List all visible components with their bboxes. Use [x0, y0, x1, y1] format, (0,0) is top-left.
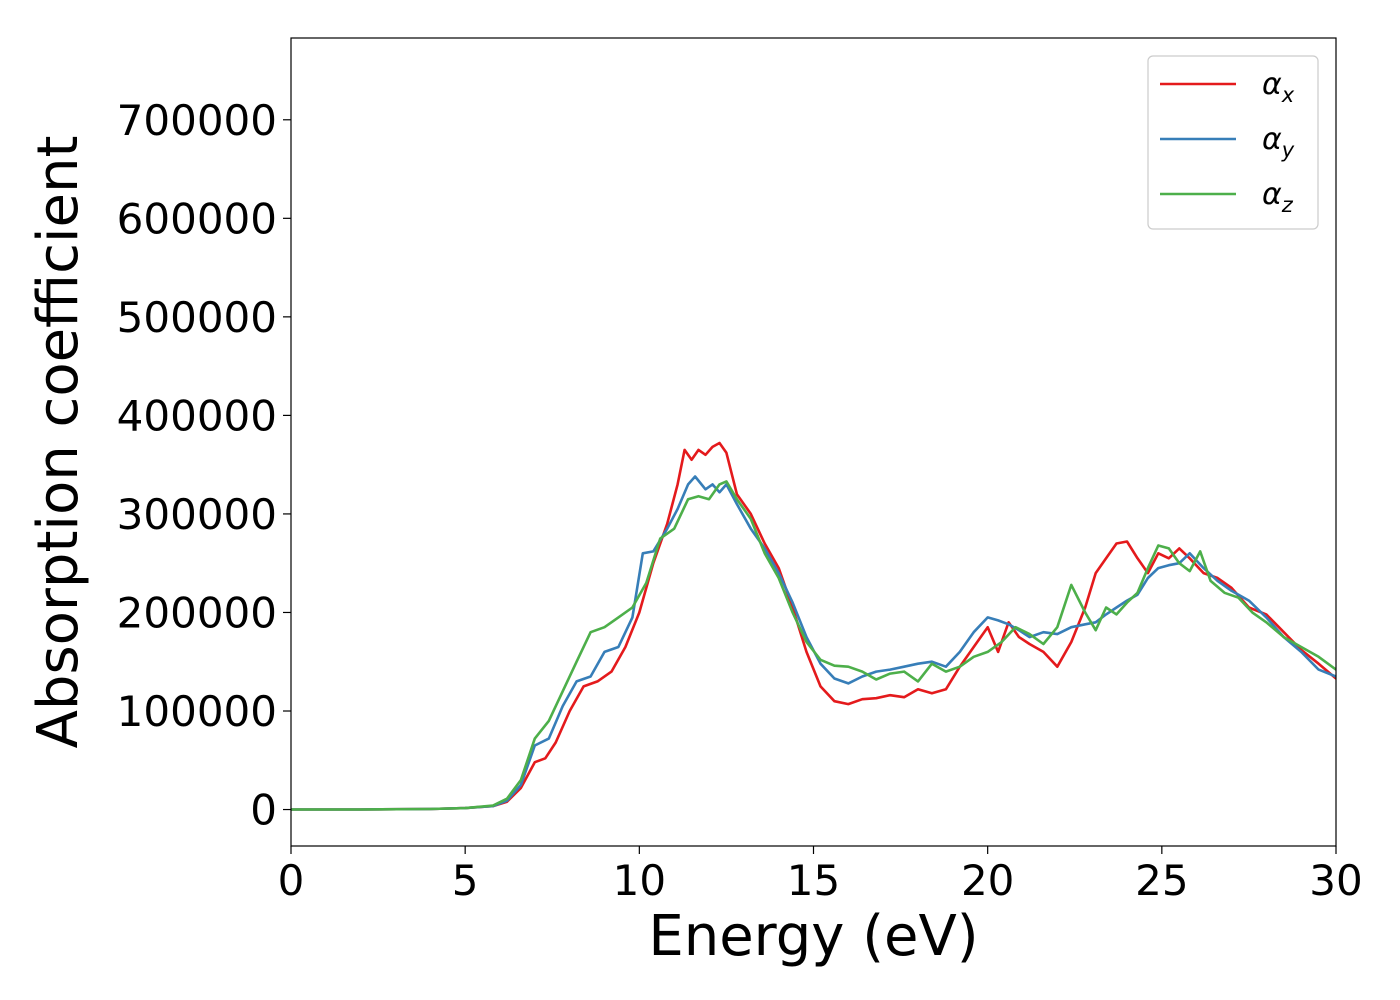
- series-layer: [291, 441, 1336, 811]
- x-axis-title: Energy (eV): [648, 904, 978, 969]
- y-tick-label: 0: [250, 786, 277, 835]
- x-tick-label: 0: [278, 856, 305, 905]
- y-tick-label: 400000: [117, 391, 277, 440]
- y-tick-label: 100000: [117, 687, 277, 736]
- x-tick-label: 5: [452, 856, 479, 905]
- x-tick-label: 15: [787, 856, 840, 905]
- legend-box: [1147, 55, 1319, 230]
- legend: αx αy αz: [1147, 55, 1319, 230]
- legend-label-alpha-x: αx: [1262, 67, 1295, 107]
- x-axis-ticks: 0 5 10 15 20 25 30: [278, 846, 1363, 905]
- y-tick-label: 500000: [117, 293, 277, 342]
- y-tick-label: 300000: [117, 490, 277, 539]
- y-tick-label: 200000: [117, 588, 277, 637]
- x-tick-label: 25: [1135, 856, 1188, 905]
- legend-label-alpha-y: αy: [1262, 122, 1295, 162]
- y-axis-ticks: 0 100000 200000 300000 400000 500000 600000 700…: [117, 96, 291, 835]
- series-line-alpha-x: [291, 441, 1336, 811]
- legend-label-alpha-z: αz: [1262, 177, 1294, 217]
- y-tick-label: 600000: [117, 194, 277, 243]
- x-tick-label: 10: [613, 856, 666, 905]
- series-line-alpha-z: [291, 480, 1336, 811]
- x-tick-label: 20: [961, 856, 1014, 905]
- x-tick-label: 30: [1309, 856, 1362, 905]
- series-line-alpha-y: [291, 475, 1336, 811]
- y-tick-label: 700000: [117, 96, 277, 145]
- y-axis-title: Absorption coefficient: [26, 136, 91, 749]
